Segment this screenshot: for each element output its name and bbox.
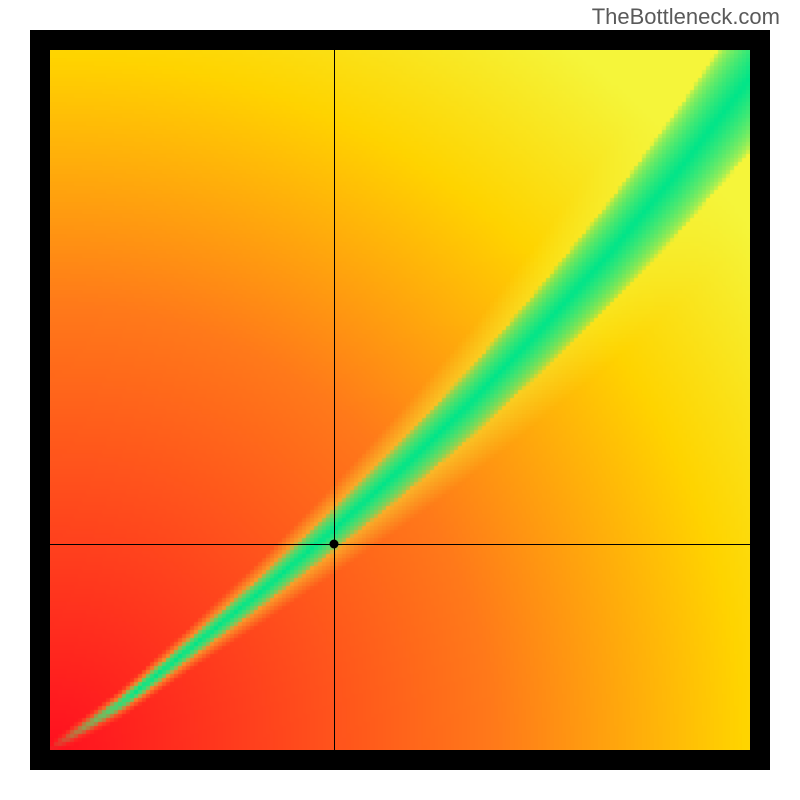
chart-container: TheBottleneck.com [0,0,800,800]
watermark-label: TheBottleneck.com [592,4,780,30]
plot-area [50,50,750,750]
crosshair-horizontal [50,544,750,545]
plot-frame [30,30,770,770]
crosshair-vertical [334,50,335,750]
crosshair-marker-dot [329,539,338,548]
heatmap-canvas [50,50,750,750]
